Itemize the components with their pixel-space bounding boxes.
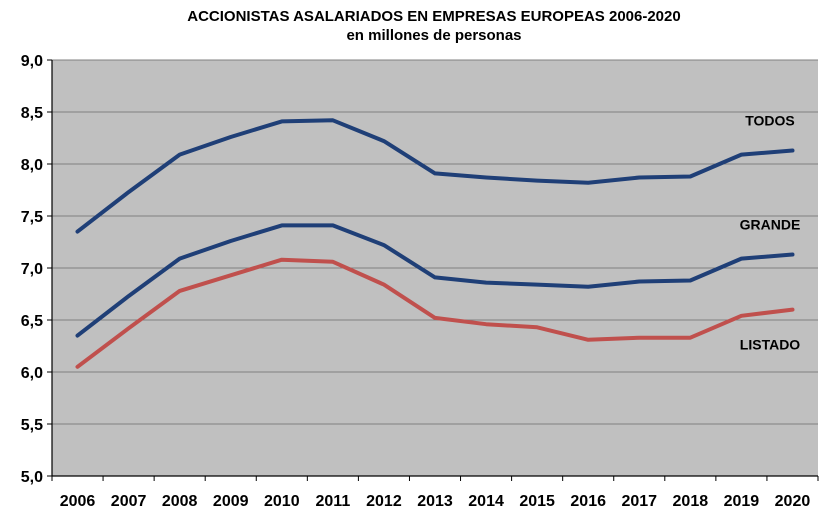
x-axis-ticks: 2006 2007 2008 2009 2010 2011 2012 2013 2014 2015…	[51, 476, 819, 510]
y-tick-label: 9,0	[21, 53, 43, 70]
series-lines	[75, 118, 795, 369]
y-tick-label: 7,5	[21, 209, 43, 226]
x-tick-label: 2019	[724, 493, 760, 510]
x-tick-label: 2011	[316, 493, 351, 510]
y-tick-label: 6,0	[21, 365, 43, 382]
series-line-grande	[75, 223, 795, 338]
series-line-todos	[75, 118, 795, 234]
x-tick-label: 2020	[775, 493, 811, 510]
y-tick-label: 6,5	[21, 313, 43, 330]
x-tick-label: 2016	[570, 493, 606, 510]
x-tick-label: 2010	[264, 493, 300, 510]
x-tick-label: 2006	[60, 493, 96, 510]
y-tick-label: 5,5	[21, 417, 43, 434]
x-tick-label: 2009	[213, 493, 249, 510]
series-line-listado	[75, 257, 795, 369]
x-tick-label: 2013	[417, 493, 453, 510]
x-tick-label: 2014	[468, 493, 504, 510]
x-tick-label: 2007	[111, 493, 147, 510]
y-tick-label: 8,0	[21, 157, 43, 174]
y-axis-ticks: 5,0 5,5 6,0 6,5 7,0 7,5 8,0 8,5 9,0	[21, 53, 52, 486]
series-labels: TODOS GRANDE LISTADO	[740, 112, 801, 352]
y-tick-label: 8,5	[21, 105, 43, 122]
x-tick-label: 2017	[621, 493, 657, 510]
x-tick-label: 2015	[519, 493, 555, 510]
x-tick-label: 2018	[673, 493, 709, 510]
x-tick-label: 2008	[162, 493, 198, 510]
series-label-todos: TODOS	[745, 112, 795, 128]
series-label-grande: GRANDE	[740, 216, 801, 232]
chart-title: ACCIONISTAS ASALARIADOS EN EMPRESAS EURO…	[187, 8, 680, 25]
y-tick-label: 7,0	[21, 261, 43, 278]
chart-subtitle: en millones de personas	[346, 27, 521, 44]
gridlines	[52, 59, 818, 425]
series-label-listado: LISTADO	[740, 337, 801, 353]
y-tick-label: 5,0	[21, 469, 43, 486]
x-tick-label: 2012	[366, 493, 402, 510]
